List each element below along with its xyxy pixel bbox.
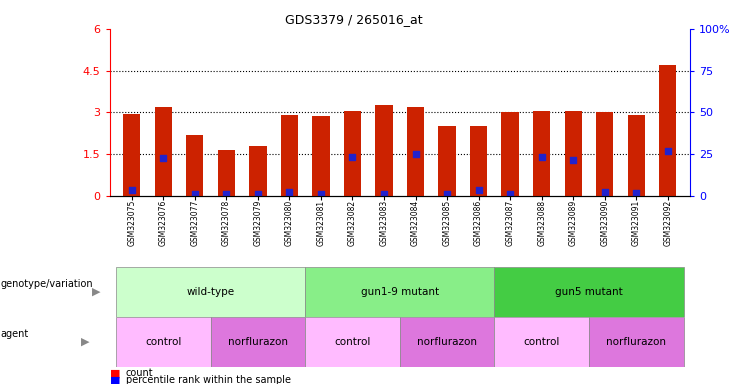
Text: GSM323082: GSM323082 <box>348 199 357 245</box>
Text: ▶: ▶ <box>92 287 101 297</box>
Bar <box>344 111 361 196</box>
Bar <box>533 111 551 196</box>
Bar <box>210 317 305 367</box>
Text: control: control <box>523 337 560 347</box>
Bar <box>439 126 456 196</box>
Point <box>568 157 579 163</box>
Point <box>189 191 201 197</box>
Text: norflurazon: norflurazon <box>228 337 288 347</box>
Text: GSM323078: GSM323078 <box>222 199 231 246</box>
Text: GSM323079: GSM323079 <box>253 199 262 246</box>
Text: ▶: ▶ <box>81 337 90 347</box>
Text: GSM323081: GSM323081 <box>316 199 325 245</box>
Text: ■: ■ <box>110 368 120 378</box>
Bar <box>218 150 235 196</box>
Bar <box>596 112 614 196</box>
Bar <box>376 105 393 196</box>
Text: control: control <box>145 337 182 347</box>
Bar <box>123 114 140 196</box>
Bar <box>400 317 494 367</box>
Bar <box>494 317 589 367</box>
Bar <box>186 135 204 196</box>
Text: GSM323088: GSM323088 <box>537 199 546 245</box>
Bar <box>305 267 494 317</box>
Bar <box>116 317 210 367</box>
Text: GSM323086: GSM323086 <box>474 199 483 246</box>
Bar <box>249 146 267 196</box>
Point <box>157 155 169 161</box>
Point <box>315 191 327 197</box>
Bar <box>312 116 330 196</box>
Point <box>473 187 485 194</box>
Bar <box>470 126 488 196</box>
Text: norflurazon: norflurazon <box>606 337 666 347</box>
Text: gun1-9 mutant: gun1-9 mutant <box>361 287 439 297</box>
Text: GSM323091: GSM323091 <box>632 199 641 246</box>
Point <box>631 190 642 196</box>
Text: wild-type: wild-type <box>187 287 235 297</box>
Text: control: control <box>334 337 370 347</box>
Bar <box>407 107 424 196</box>
Bar <box>659 65 677 196</box>
Point <box>378 191 390 197</box>
Point <box>252 191 264 197</box>
Bar <box>281 115 298 196</box>
Bar <box>502 112 519 196</box>
Point <box>220 191 232 197</box>
Text: GSM323092: GSM323092 <box>663 199 672 246</box>
Point <box>347 154 359 160</box>
Bar <box>155 107 172 196</box>
Point <box>441 191 453 197</box>
Bar <box>565 111 582 196</box>
Point <box>410 151 422 157</box>
Text: GSM323089: GSM323089 <box>568 199 578 246</box>
Text: ■: ■ <box>110 375 120 384</box>
Text: GSM323084: GSM323084 <box>411 199 420 246</box>
Text: GSM323080: GSM323080 <box>285 199 294 246</box>
Text: agent: agent <box>1 329 29 339</box>
Bar <box>494 267 683 317</box>
Text: gun5 mutant: gun5 mutant <box>555 287 623 297</box>
Text: count: count <box>126 368 153 378</box>
Point <box>662 148 674 154</box>
Bar <box>628 115 645 196</box>
Text: GSM323083: GSM323083 <box>379 199 388 246</box>
Text: GSM323076: GSM323076 <box>159 199 167 246</box>
Bar <box>589 317 683 367</box>
Text: GSM323075: GSM323075 <box>127 199 136 246</box>
Text: GSM323087: GSM323087 <box>505 199 515 246</box>
Point <box>126 187 138 194</box>
Point <box>536 154 548 160</box>
Bar <box>116 267 305 317</box>
Text: GSM323077: GSM323077 <box>190 199 199 246</box>
Text: percentile rank within the sample: percentile rank within the sample <box>126 375 291 384</box>
Text: GSM323090: GSM323090 <box>600 199 609 246</box>
Point <box>284 189 296 195</box>
Text: GSM323085: GSM323085 <box>442 199 451 246</box>
Text: genotype/variation: genotype/variation <box>1 279 93 289</box>
Point <box>599 189 611 195</box>
Title: GDS3379 / 265016_at: GDS3379 / 265016_at <box>285 13 422 26</box>
Bar <box>305 317 400 367</box>
Point <box>504 191 516 197</box>
Text: norflurazon: norflurazon <box>417 337 477 347</box>
